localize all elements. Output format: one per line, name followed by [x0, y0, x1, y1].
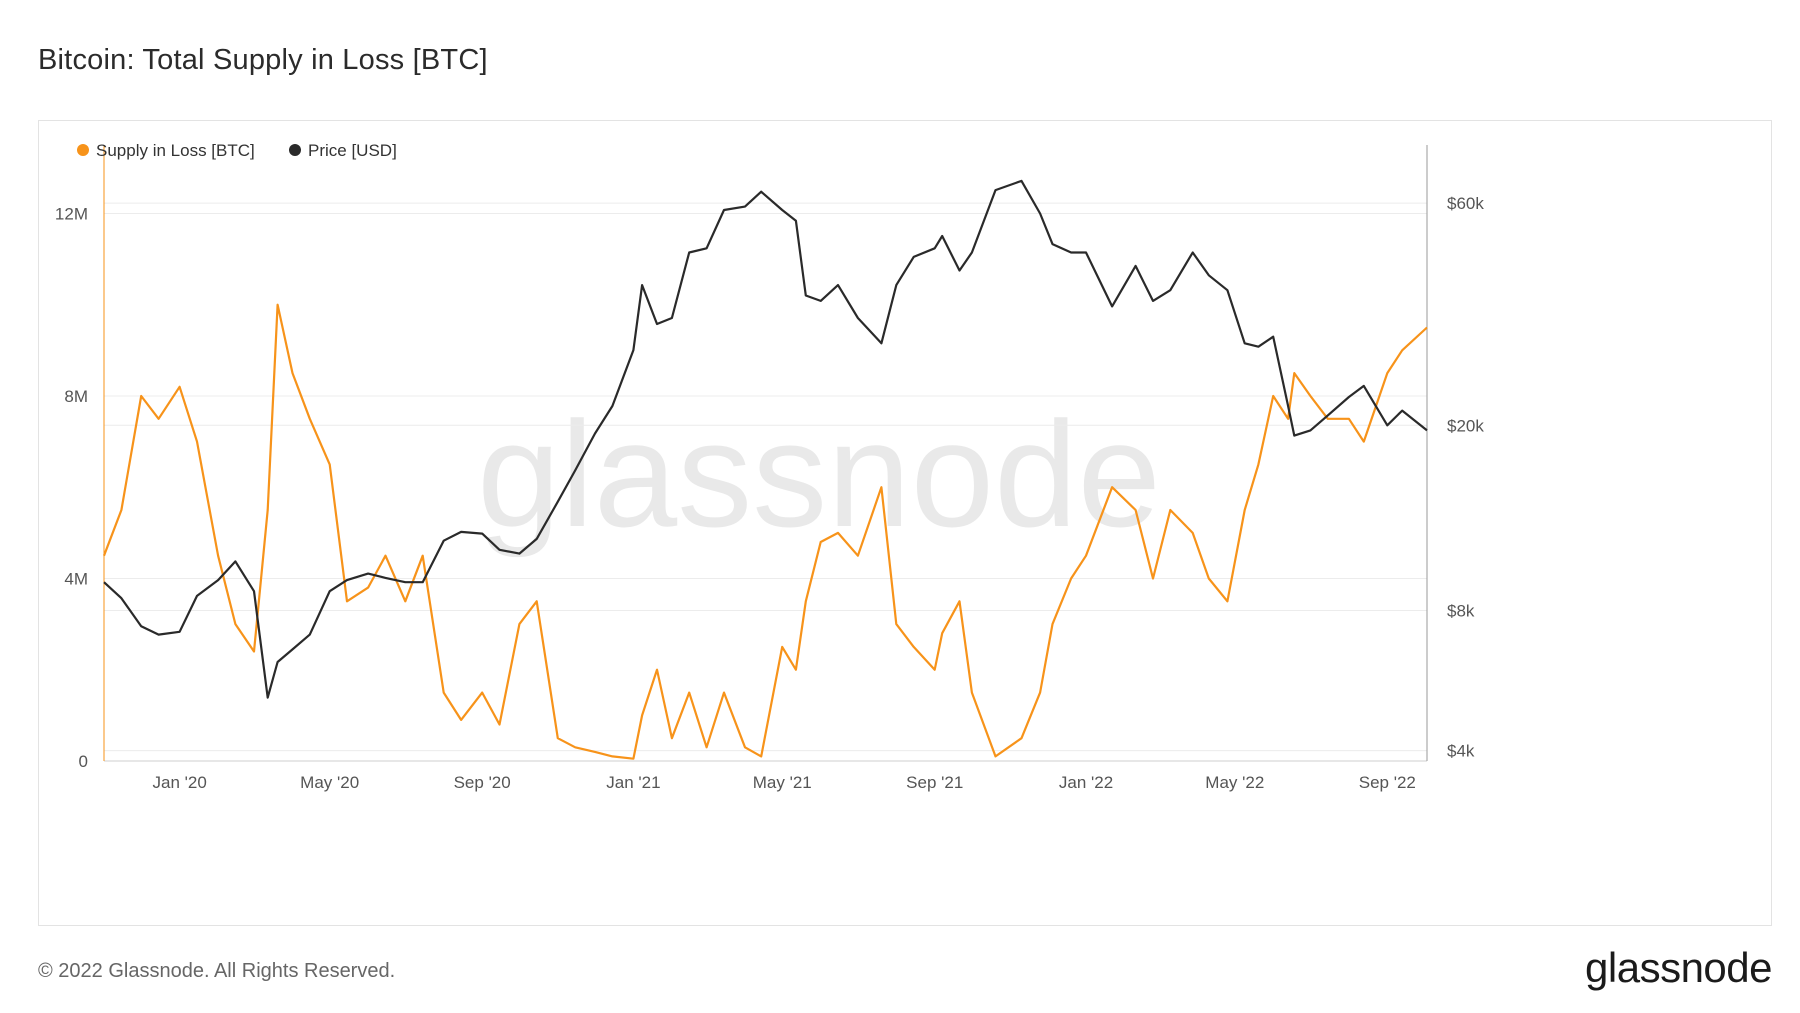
- page-title: Bitcoin: Total Supply in Loss [BTC]: [38, 44, 488, 76]
- grid: [104, 202, 1427, 762]
- series-group: [102, 179, 1428, 760]
- legend-marker-price: [289, 144, 301, 156]
- x-tick-label: May '20: [300, 773, 359, 792]
- legend[interactable]: Supply in Loss [BTC] Price [USD]: [77, 141, 397, 160]
- x-tick-label: Jan '22: [1059, 773, 1113, 792]
- y-left-tick-label: 8M: [64, 387, 88, 406]
- x-tick-label: Sep '21: [906, 773, 963, 792]
- y-left-tick-label: 4M: [64, 569, 88, 588]
- x-tick-label: Sep '20: [454, 773, 511, 792]
- x-tick-label: May '21: [753, 773, 812, 792]
- chart-area[interactable]: glassnode 0 4M 8M 12M $4k $8k $20k $60k Jan '2…: [39, 121, 1773, 927]
- right-axis-ticks: $4k $8k $20k $60k: [1447, 194, 1484, 760]
- y-right-tick-label: $60k: [1447, 194, 1484, 213]
- x-tick-label: Jan '21: [606, 773, 660, 792]
- watermark: glassnode: [477, 390, 1161, 558]
- series-line-supply-in-loss: [102, 303, 1428, 760]
- left-axis-ticks: 0 4M 8M 12M: [55, 204, 88, 771]
- legend-label-supply[interactable]: Supply in Loss [BTC]: [96, 141, 255, 160]
- y-left-tick-label: 0: [79, 752, 88, 771]
- y-left-tick-label: 12M: [55, 204, 88, 223]
- footer-copyright: © 2022 Glassnode. All Rights Reserved.: [38, 960, 396, 982]
- y-right-tick-label: $8k: [1447, 602, 1475, 621]
- x-tick-label: Sep '22: [1359, 773, 1416, 792]
- y-right-tick-label: $20k: [1447, 416, 1484, 435]
- glassnode-logo: glassnode: [1585, 944, 1772, 991]
- legend-label-price[interactable]: Price [USD]: [308, 141, 397, 160]
- chart-frame: glassnode 0 4M 8M 12M $4k $8k $20k $60k Jan '2…: [38, 120, 1772, 926]
- x-tick-label: May '22: [1205, 773, 1264, 792]
- legend-marker-supply: [77, 144, 89, 156]
- x-tick-label: Jan '20: [152, 773, 206, 792]
- series-line-price: [103, 179, 1428, 699]
- y-right-tick-label: $4k: [1447, 742, 1475, 761]
- x-axis-ticks: Jan '20 May '20 Sep '20 Jan '21 May '21 Sep '…: [152, 773, 1415, 792]
